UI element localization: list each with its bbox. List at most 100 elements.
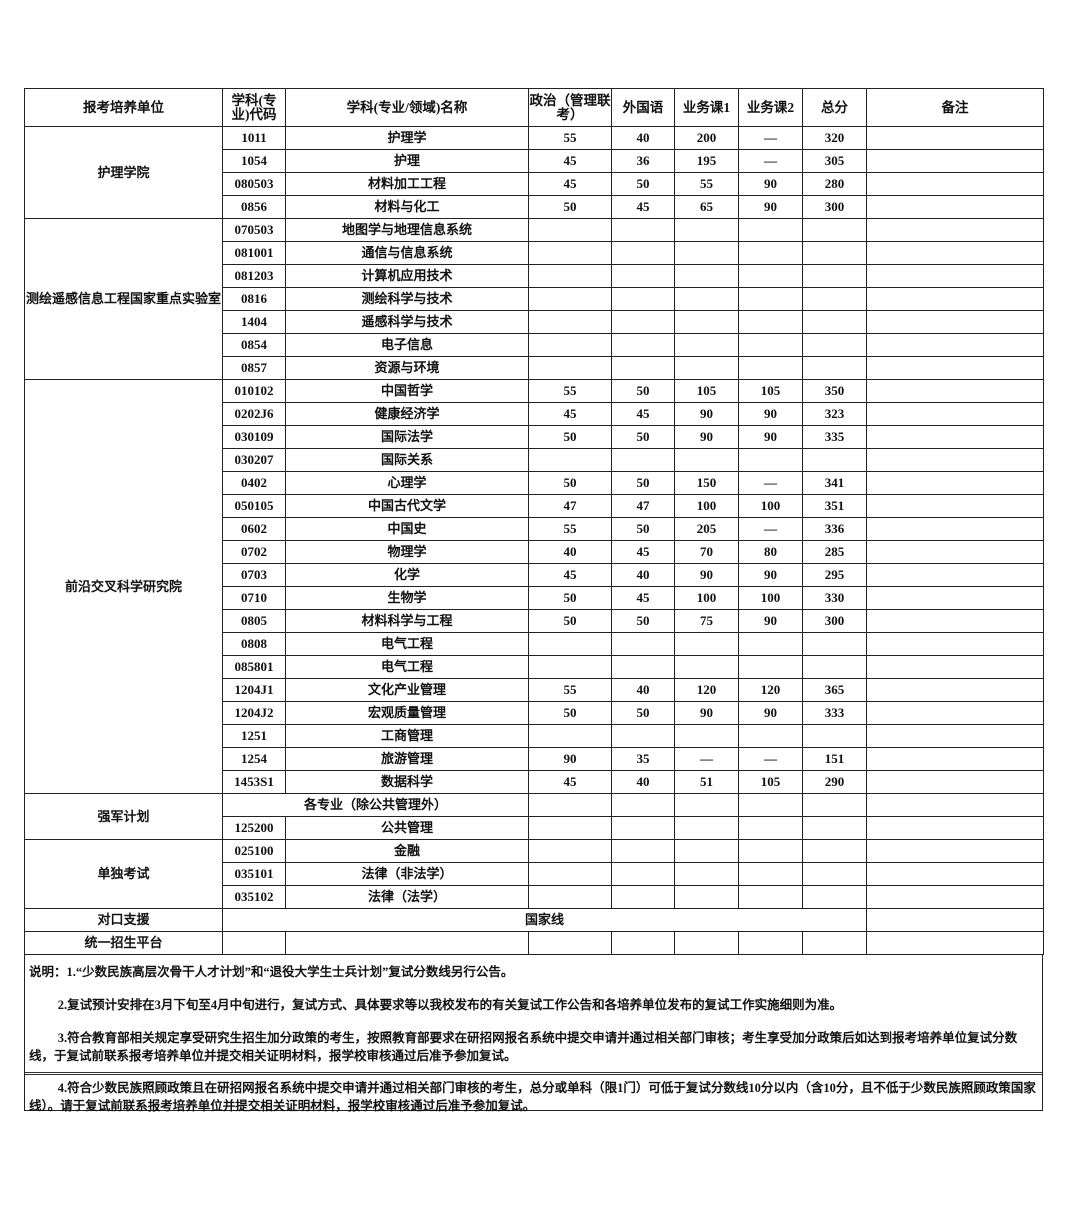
total-cell [802,287,867,311]
note-2: 2.复试预计安排在3月下旬至4月中旬进行，复试方式、具体要求等以我校发布的有关复… [57,998,843,1012]
course-2-cell [738,793,803,817]
course-2-cell: 90 [738,701,803,725]
course-1-cell: 100 [674,586,739,610]
code-cell: 0854 [222,333,286,357]
course-1-cell [674,885,739,909]
politics-cell [528,885,612,909]
name-cell: 工商管理 [285,724,529,748]
name-cell: 中国史 [285,517,529,541]
course-1-cell [674,862,739,886]
table-row: 0857 资源与环境 [25,356,1044,380]
name-cell: 健康经济学 [285,402,529,426]
foreign-language-cell: 50 [611,609,675,633]
course-2-cell [738,862,803,886]
name-cell: 计算机应用技术 [285,264,529,288]
remark-cell [866,241,1044,265]
code-cell: 1254 [222,747,286,771]
politics-cell [528,287,612,311]
name-cell: 法律（非法学） [285,862,529,886]
code-cell: 1011 [222,126,286,150]
table-row: 1254 旅游管理 90 35— —151 [25,747,1044,771]
course-1-cell [674,310,739,334]
code-cell: 0402 [222,471,286,495]
foreign-language-cell: 45 [611,540,675,564]
name-cell: 中国古代文学 [285,494,529,518]
remark-cell [866,839,1044,863]
column-header: 政治（管理联考） [528,88,612,127]
remark-cell [866,402,1044,426]
course-1-cell [674,287,739,311]
remark-cell [866,885,1044,909]
course-1-cell: 205 [674,517,739,541]
table-row: 测绘遥感信息工程国家重点实验室 070503 地图学与地理信息系统 [24,218,1044,380]
national-line-cell: 国家线 [222,908,867,932]
foreign-language-cell: 47 [611,494,675,518]
course-2-cell [738,885,803,909]
column-header: 业务课1 [674,88,739,127]
course-1-cell [674,724,739,748]
foreign-language-cell [611,218,675,242]
total-cell: 336 [802,517,867,541]
foreign-language-cell [611,310,675,334]
table-row: 0703 化学 45 40 90 90 295 [25,563,1044,587]
total-cell: 350 [802,379,867,403]
politics-cell: 45 [528,172,612,196]
code-cell: 1204J2 [222,701,286,725]
table-row: 统一招生平台 [24,931,1044,955]
table-row: 强军计划 各专业（除公共管理外） [24,793,1044,840]
course-1-cell: 195 [674,149,739,173]
code-cell: 0602 [222,517,286,541]
remark-cell [866,747,1044,771]
code-cell: 0857 [222,356,286,380]
column-header: 总分 [802,88,867,127]
table-row: 1453S1 数据科学 45 40 51 105 290 [25,770,1044,794]
course-2-cell [738,287,803,311]
total-cell: 335 [802,425,867,449]
column-header: 业务课2 [738,88,803,127]
foreign-language-cell [611,839,675,863]
remark-cell [866,563,1044,587]
course-1-cell: — [674,747,739,771]
total-cell: 151 [802,747,867,771]
table-row: 081001 通信与信息系统 [25,241,1044,265]
total-cell [802,839,867,863]
course-2-cell [738,333,803,357]
course-2-cell: 105 [738,379,803,403]
table-row: 前沿交叉科学研究院 010102 中国哲学 55 50 105 105 350 [24,379,1044,794]
course-1-cell: 105 [674,379,739,403]
remark-cell [866,333,1044,357]
foreign-language-cell [611,632,675,656]
politics-cell: 50 [528,609,612,633]
table-row: 030109 国际法学 50 50 90 90 335 [25,425,1044,449]
total-cell: 330 [802,586,867,610]
remark-cell [866,540,1044,564]
name-cell: 各专业（除公共管理外） [222,793,529,817]
remark-cell [866,287,1044,311]
remark-cell [866,793,1044,817]
table-row: 0808 电气工程 [25,632,1044,656]
course-2-cell: 90 [738,402,803,426]
table-row: 对口支援 国家线 [24,908,1044,932]
total-cell: 323 [802,402,867,426]
politics-cell: 55 [528,379,612,403]
politics-cell: 55 [528,517,612,541]
table-row: 030207 国际关系 [25,448,1044,472]
course-2-cell: 90 [738,172,803,196]
politics-cell: 55 [528,126,612,150]
code-cell: 050105 [222,494,286,518]
name-cell: 通信与信息系统 [285,241,529,265]
remark-cell [866,425,1044,449]
total-cell [802,241,867,265]
name-cell: 护理 [285,149,529,173]
course-1-cell: 120 [674,678,739,702]
notes-section: 说明：1.“少数民族高层次骨干人才计划”和“退役大学生士兵计划”复试分数线另行公… [24,955,1043,1113]
course-1-cell [674,264,739,288]
politics-cell [528,931,612,955]
remark-cell [866,724,1044,748]
course-1-cell: 65 [674,195,739,219]
politics-cell [528,632,612,656]
remark-cell [866,632,1044,656]
foreign-language-cell: 50 [611,379,675,403]
unit-cell: 统一招生平台 [24,931,223,955]
table-row: 单独考试 025100 金融 [24,839,1044,909]
